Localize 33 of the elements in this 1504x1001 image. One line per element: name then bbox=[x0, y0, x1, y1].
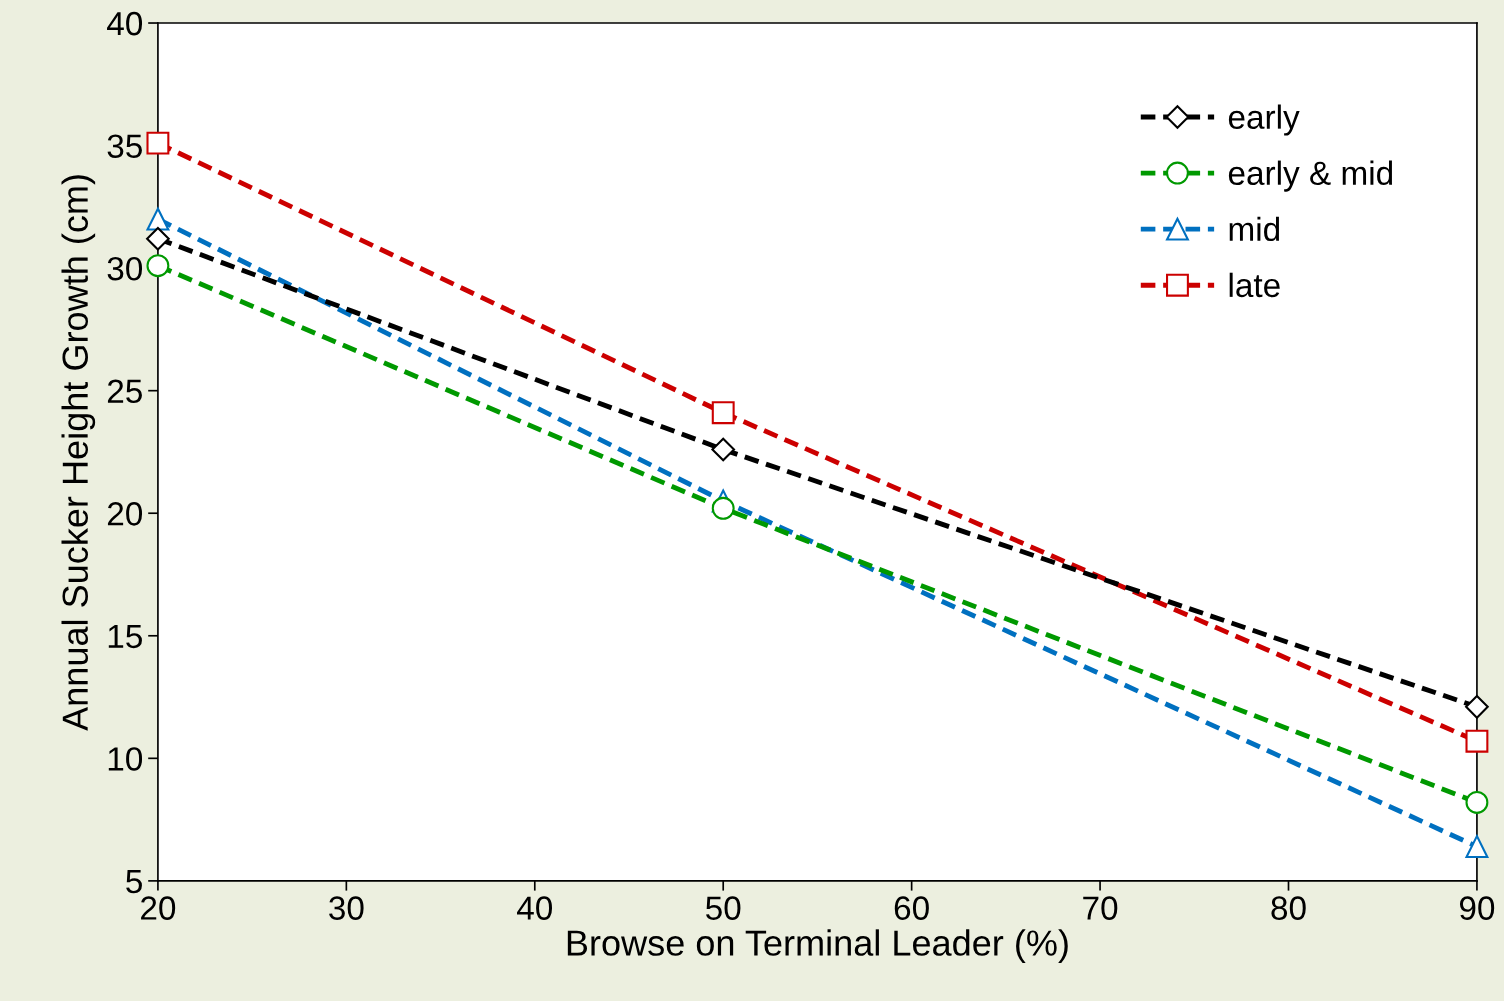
point bbox=[146, 254, 170, 278]
point bbox=[1465, 835, 1489, 859]
point bbox=[711, 437, 736, 462]
x-tick-label: 40 bbox=[517, 896, 553, 920]
x-tick-label: 90 bbox=[1459, 896, 1495, 920]
y-tick-label: 20 bbox=[107, 502, 143, 526]
point bbox=[711, 401, 735, 425]
y-tick-label: 35 bbox=[107, 134, 142, 158]
point bbox=[146, 226, 170, 251]
point bbox=[1465, 729, 1489, 753]
x-tick-label: 20 bbox=[141, 896, 176, 920]
legend-label: mid bbox=[1229, 216, 1280, 242]
y-axis-title: Annual Sucker Height Growth (cm) bbox=[61, 175, 96, 731]
y-tick-label: 40 bbox=[107, 11, 143, 36]
y-tick-label: 15 bbox=[108, 624, 142, 649]
legend-label: early & mid bbox=[1228, 160, 1393, 192]
y-tick-label: 30 bbox=[107, 256, 143, 281]
y-tick-label: 25 bbox=[107, 379, 142, 404]
point bbox=[1465, 790, 1489, 814]
y-tick-label: 5 bbox=[126, 870, 142, 894]
x-tick-label: 30 bbox=[329, 896, 364, 920]
x-tick-label: 70 bbox=[1083, 896, 1118, 920]
legend-label: late bbox=[1229, 272, 1280, 298]
legend-label: early bbox=[1228, 104, 1300, 136]
point bbox=[146, 131, 170, 155]
x-tick-label: 50 bbox=[706, 896, 741, 920]
y-tick-label: 10 bbox=[108, 747, 143, 771]
point bbox=[711, 496, 735, 520]
point bbox=[1465, 695, 1489, 719]
x-tick-label: 80 bbox=[1271, 896, 1306, 920]
x-tick-label: 60 bbox=[894, 896, 929, 920]
point bbox=[146, 207, 170, 231]
x-axis-title: Browse on Terminal Leader (%) bbox=[567, 929, 1068, 963]
